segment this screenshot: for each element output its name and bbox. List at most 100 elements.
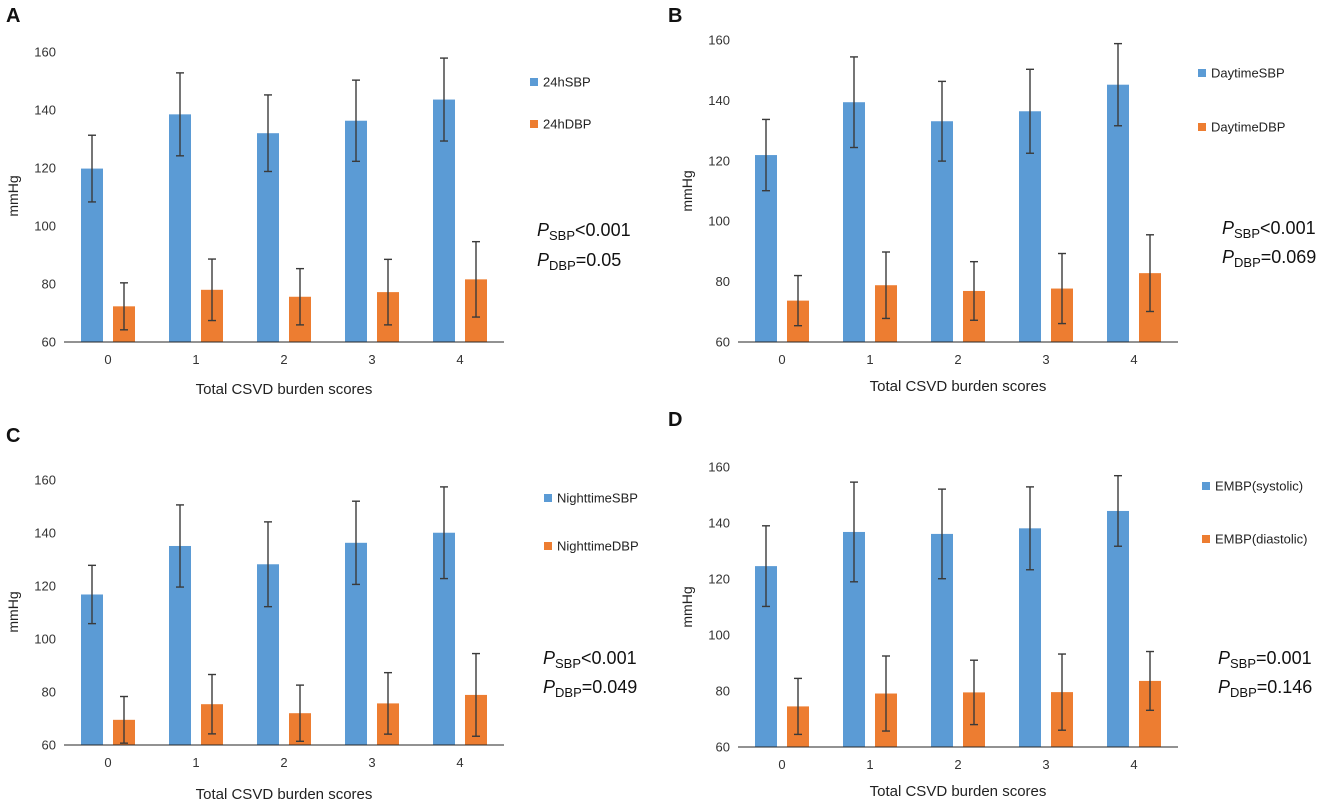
y-axis-label: mmHg — [679, 170, 695, 211]
bar-24hsbp-0 — [81, 168, 103, 342]
y-tick-label: 80 — [42, 685, 56, 700]
x-tick-label: 3 — [368, 352, 375, 367]
x-tick-label: 2 — [280, 755, 287, 770]
y-tick-label: 60 — [716, 740, 730, 755]
bar-24hsbp-2 — [257, 133, 279, 342]
x-tick-label: 4 — [1130, 757, 1137, 772]
legend-label: EMBP(systolic) — [1215, 479, 1303, 494]
legend-swatch — [1198, 123, 1206, 131]
x-tick-label: 2 — [280, 352, 287, 367]
x-tick-label: 2 — [954, 352, 961, 367]
bar-daytimesbp-1 — [843, 102, 865, 342]
y-tick-label: 100 — [708, 628, 730, 643]
panel-letter-b: B — [668, 5, 682, 27]
y-tick-label: 160 — [34, 45, 56, 60]
bar-embp-systolic--2 — [931, 533, 953, 747]
legend-swatch — [530, 78, 538, 86]
p-value-annotation: PSBP=0.001 — [1218, 648, 1312, 671]
p-value-annotation: PDBP=0.05 — [537, 250, 621, 273]
x-tick-label: 1 — [192, 352, 199, 367]
y-tick-label: 140 — [34, 526, 56, 541]
p-value-annotation: PSBP<0.001 — [1222, 218, 1316, 241]
bar-embp-systolic--0 — [755, 566, 777, 747]
y-tick-label: 80 — [716, 274, 730, 289]
x-tick-label: 1 — [866, 352, 873, 367]
y-tick-label: 160 — [34, 473, 56, 488]
legend-label: NighttimeDBP — [557, 539, 639, 554]
x-axis-label: Total CSVD burden scores — [870, 378, 1047, 395]
chart-panel-b: B 60 80 100 120 140 160 0 1 2 3 4 mmHg Total CSVD … — [668, 5, 1316, 395]
panel-letter-c: C — [6, 425, 20, 447]
y-axis-label: mmHg — [5, 591, 21, 632]
x-tick-label: 1 — [866, 757, 873, 772]
y-tick-label: 80 — [716, 684, 730, 699]
legend-label: EMBP(diastolic) — [1215, 532, 1307, 547]
bar-daytimesbp-3 — [1019, 111, 1041, 342]
y-tick-label: 120 — [34, 579, 56, 594]
x-tick-label: 4 — [456, 352, 463, 367]
legend-swatch — [1202, 535, 1210, 543]
x-axis-label: Total CSVD burden scores — [196, 381, 373, 398]
y-tick-label: 120 — [34, 161, 56, 176]
x-tick-label: 4 — [1130, 352, 1137, 367]
x-tick-label: 3 — [1042, 757, 1049, 772]
bar-nighttimesbp-2 — [257, 564, 279, 745]
x-tick-label: 1 — [192, 755, 199, 770]
y-tick-label: 100 — [34, 219, 56, 234]
legend-swatch — [544, 542, 552, 550]
bar-nighttimesbp-3 — [345, 542, 367, 745]
y-tick-label: 100 — [708, 214, 730, 229]
legend-label: DaytimeDBP — [1211, 120, 1285, 135]
y-tick-label: 140 — [708, 516, 730, 531]
x-tick-label: 3 — [368, 755, 375, 770]
y-tick-label: 160 — [708, 33, 730, 48]
legend-label: NighttimeSBP — [557, 491, 638, 506]
bar-daytimesbp-4 — [1107, 84, 1129, 343]
bar-nighttimesbp-4 — [433, 532, 455, 745]
p-value-annotation: PSBP<0.001 — [537, 220, 631, 243]
y-tick-label: 140 — [708, 93, 730, 108]
y-tick-label: 120 — [708, 572, 730, 587]
legend-swatch — [1198, 69, 1206, 77]
y-tick-label: 160 — [708, 460, 730, 475]
x-tick-label: 4 — [456, 755, 463, 770]
bar-daytimesbp-2 — [931, 121, 953, 342]
y-axis-label: mmHg — [5, 175, 21, 216]
x-tick-label: 0 — [104, 352, 111, 367]
legend-label: 24hDBP — [543, 117, 591, 132]
bar-24hsbp-1 — [169, 114, 191, 342]
chart-panel-a: A 60 80 100 120 140 160 0 1 2 3 4 mmHg Total CSVD … — [5, 5, 631, 398]
y-tick-label: 60 — [42, 738, 56, 753]
bar-embp-diastolic--4 — [1139, 680, 1161, 747]
p-value-annotation: PSBP<0.001 — [543, 648, 637, 671]
bar-embp-systolic--1 — [843, 531, 865, 747]
bar-24hsbp-3 — [345, 120, 367, 342]
y-tick-label: 120 — [708, 153, 730, 168]
legend-label: 24hSBP — [543, 75, 591, 90]
y-tick-label: 140 — [34, 103, 56, 118]
y-tick-label: 100 — [34, 632, 56, 647]
x-tick-label: 2 — [954, 757, 961, 772]
chart-panel-d: D 60 80 100 120 140 160 0 1 2 3 4 mmHg Total CSVD … — [668, 409, 1312, 800]
x-axis-label: Total CSVD burden scores — [870, 783, 1047, 800]
x-tick-label: 3 — [1042, 352, 1049, 367]
legend-swatch — [530, 120, 538, 128]
bar-embp-systolic--4 — [1107, 510, 1129, 747]
legend-label: DaytimeSBP — [1211, 66, 1285, 81]
x-tick-label: 0 — [778, 757, 785, 772]
panel-letter-a: A — [6, 5, 20, 27]
panel-letter-d: D — [668, 409, 682, 431]
p-value-annotation: PDBP=0.069 — [1222, 247, 1316, 270]
bar-embp-systolic--3 — [1019, 528, 1041, 747]
p-value-annotation: PDBP=0.049 — [543, 677, 637, 700]
y-tick-label: 60 — [42, 335, 56, 350]
y-tick-label: 80 — [42, 277, 56, 292]
bar-daytimesbp-0 — [755, 155, 777, 342]
legend-swatch — [544, 494, 552, 502]
p-value-annotation: PDBP=0.146 — [1218, 677, 1312, 700]
x-axis-label: Total CSVD burden scores — [196, 786, 373, 803]
bar-nighttimesbp-0 — [81, 594, 103, 745]
x-tick-label: 0 — [104, 755, 111, 770]
bar-24hsbp-4 — [433, 99, 455, 342]
y-axis-label: mmHg — [679, 586, 695, 627]
